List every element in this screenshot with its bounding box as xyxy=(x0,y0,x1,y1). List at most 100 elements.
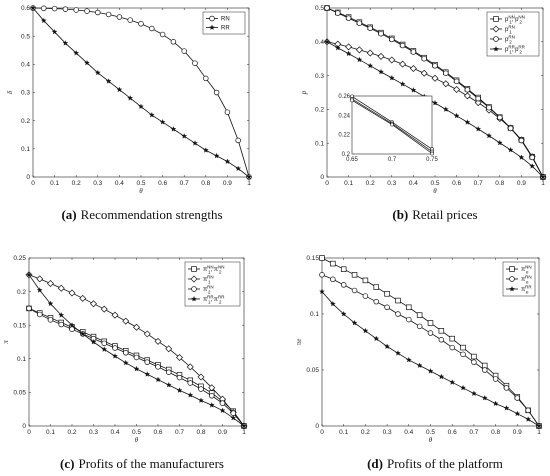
data-point xyxy=(475,125,482,132)
data-point xyxy=(409,65,417,72)
data-point xyxy=(84,59,90,66)
x-tick-label: 0.8 xyxy=(495,180,504,187)
data-point xyxy=(176,387,183,393)
data-point xyxy=(324,38,330,45)
x-tick-label: 0.7 xyxy=(175,429,184,436)
data-point xyxy=(101,346,108,352)
inset-y-tick: 0.22 xyxy=(338,133,350,139)
data-point xyxy=(58,312,65,318)
data-point xyxy=(432,63,438,69)
data-point xyxy=(176,374,183,381)
data-point xyxy=(356,56,363,63)
data-point xyxy=(47,280,54,288)
series-3 xyxy=(324,38,546,180)
x-tick-label: 0.3 xyxy=(383,429,392,436)
series-2 xyxy=(324,5,546,180)
data-point xyxy=(351,272,358,278)
x-tick-label: 0.4 xyxy=(404,429,413,436)
inset-x-tick: 0.75 xyxy=(426,157,438,163)
data-point xyxy=(388,56,396,64)
data-point xyxy=(420,69,428,77)
data-point xyxy=(514,395,521,401)
data-point xyxy=(453,85,461,93)
data-point xyxy=(334,44,341,51)
caption-d: (d) Profits of the platform xyxy=(367,456,503,471)
data-point xyxy=(235,137,241,144)
x-tick-label: 0.3 xyxy=(89,429,98,436)
legend-marker xyxy=(190,275,198,283)
data-point xyxy=(319,272,325,278)
data-point xyxy=(138,21,144,27)
x-tick-label: 0.7 xyxy=(469,429,478,436)
data-point xyxy=(47,317,54,323)
data-point xyxy=(355,46,363,54)
legend: RN RR xyxy=(202,11,246,35)
data-point xyxy=(112,353,118,359)
data-point xyxy=(460,384,466,391)
data-point xyxy=(503,385,510,391)
x-tick-label: 0 xyxy=(325,180,329,187)
series-rr xyxy=(30,4,252,180)
x-tick-label: 1 xyxy=(537,429,541,436)
data-point xyxy=(111,311,119,319)
x-tick-label: 0.5 xyxy=(430,180,439,187)
data-point xyxy=(416,312,423,318)
inset-zoom: 0.65 0.7 0.75 0.2 0.22 0.24 0.26 xyxy=(338,94,438,163)
legend-marker xyxy=(492,25,500,33)
y-tick-label: 0.1 xyxy=(310,311,319,318)
y-tick-label: 0.15 xyxy=(306,255,319,262)
data-point xyxy=(395,297,401,304)
data-point xyxy=(90,300,97,308)
data-point xyxy=(410,49,417,55)
data-point xyxy=(474,99,482,107)
chart-b: 0 0.1 0.2 0.3 0.4 0.5 0.6 0.7 0.8 0.9 1 0 0.1 0.2 0.3 0… xyxy=(300,5,547,222)
x-tick-label: 1 xyxy=(242,429,246,436)
inset-y-tick: 0.26 xyxy=(338,94,350,100)
series-rn xyxy=(30,5,252,180)
data-point xyxy=(329,300,336,307)
x-tick-label: 0.8 xyxy=(491,429,500,436)
y-tick-label: 0.1 xyxy=(17,356,26,363)
x-axis-label: θ xyxy=(429,436,433,444)
y-tick-label: 0 xyxy=(22,423,26,430)
x-tick-label: 0.1 xyxy=(344,180,353,187)
data-point xyxy=(241,422,247,429)
data-point xyxy=(105,78,112,84)
x-tick-label: 0.7 xyxy=(474,180,483,187)
data-point xyxy=(507,146,514,153)
data-point xyxy=(36,275,44,283)
data-point xyxy=(181,133,188,139)
data-point xyxy=(427,368,434,374)
legend-marker xyxy=(509,276,515,282)
data-point xyxy=(122,350,129,356)
x-tick-label: 0.6 xyxy=(448,429,457,436)
data-point xyxy=(443,70,449,76)
data-point xyxy=(373,298,380,305)
data-point xyxy=(507,125,514,132)
data-point xyxy=(453,78,460,85)
data-point xyxy=(127,95,134,101)
data-point xyxy=(416,323,423,330)
data-point xyxy=(536,422,542,429)
legend-marker xyxy=(191,266,197,272)
y-tick-label: 0.2 xyxy=(17,289,26,296)
data-point xyxy=(384,343,390,349)
data-point xyxy=(373,335,380,342)
data-point xyxy=(159,119,166,125)
data-point xyxy=(406,304,412,311)
data-point xyxy=(384,291,390,297)
x-tick-label: 0.3 xyxy=(93,180,102,187)
y-axis-label: π xyxy=(2,340,10,344)
data-point xyxy=(155,376,161,383)
data-point xyxy=(438,337,445,343)
data-point xyxy=(62,40,69,46)
data-point xyxy=(79,294,87,302)
data-point xyxy=(356,20,363,26)
data-point xyxy=(367,25,373,32)
